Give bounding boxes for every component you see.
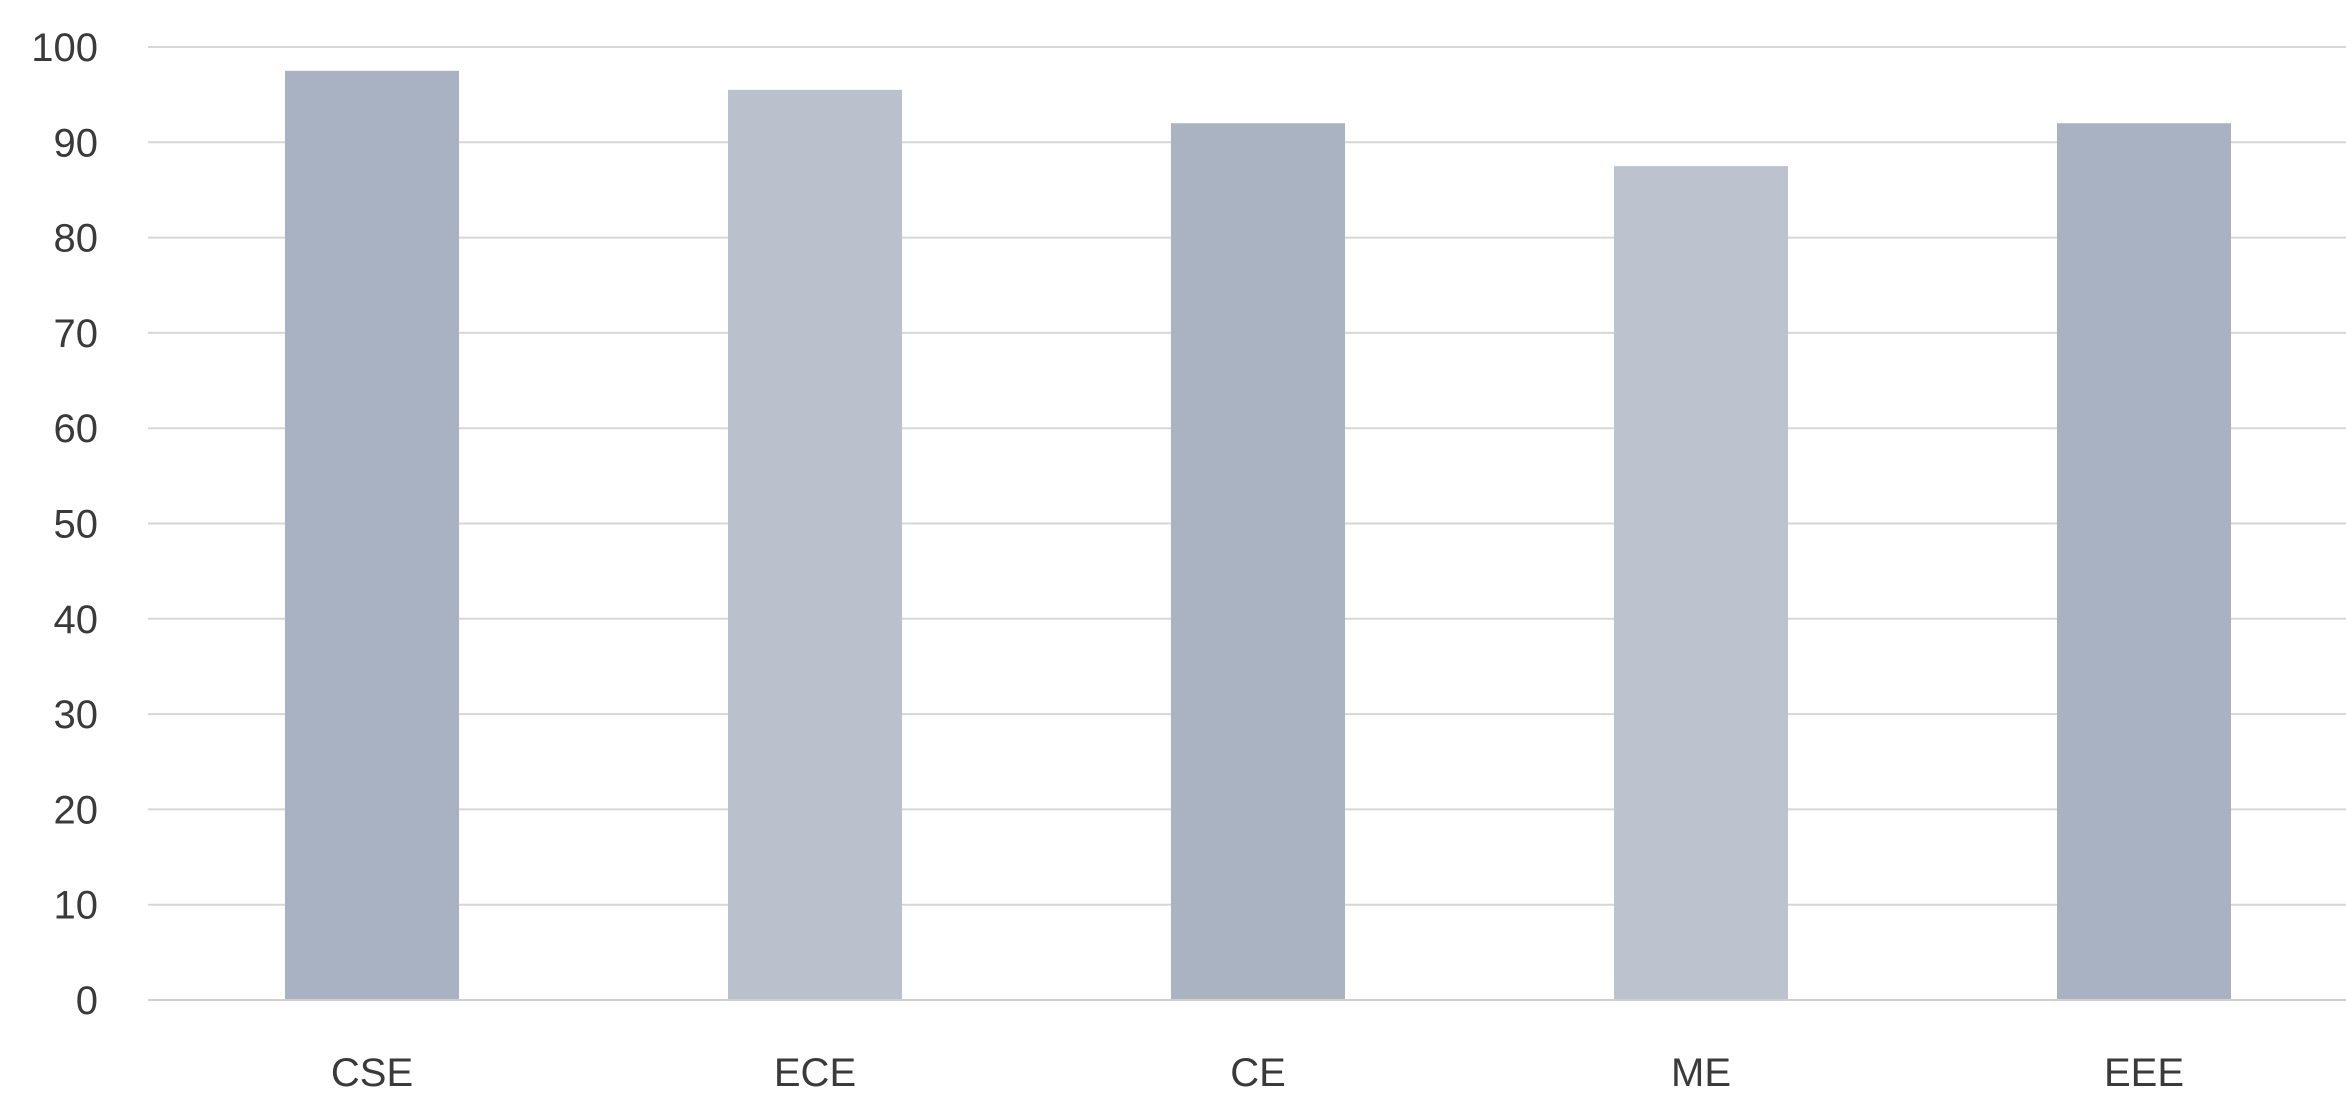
y-tick-label: 60 [54, 407, 99, 451]
y-tick-label: 90 [54, 121, 99, 165]
y-axis-tick-labels: 0 10 20 30 40 50 60 70 80 90 100 [31, 26, 98, 1023]
y-tick-label: 0 [76, 979, 98, 1023]
x-category-label: ECE [774, 1051, 856, 1094]
y-tick-label: 30 [54, 693, 99, 737]
y-tick-label: 10 [54, 884, 99, 928]
bar-eee [2057, 123, 2231, 1001]
x-category-label: ME [1671, 1051, 1731, 1094]
y-tick-label: 100 [31, 26, 98, 70]
x-category-label: CSE [331, 1051, 413, 1094]
bar-me [1614, 166, 1788, 1000]
y-tick-label: 40 [54, 598, 99, 642]
y-tick-label: 20 [54, 788, 99, 832]
bar-ce [1171, 123, 1345, 1001]
x-axis-category-labels: CSE ECE CE ME EEE [331, 1051, 2184, 1094]
y-tick-label: 50 [54, 503, 99, 547]
bars [285, 70, 2231, 1001]
y-tick-label: 80 [54, 217, 99, 261]
bar-cse [285, 70, 459, 1000]
y-tick-label: 70 [54, 312, 99, 356]
x-category-label: EEE [2104, 1051, 2184, 1094]
bar-ece [728, 89, 902, 1000]
x-category-label: CE [1230, 1051, 1286, 1094]
